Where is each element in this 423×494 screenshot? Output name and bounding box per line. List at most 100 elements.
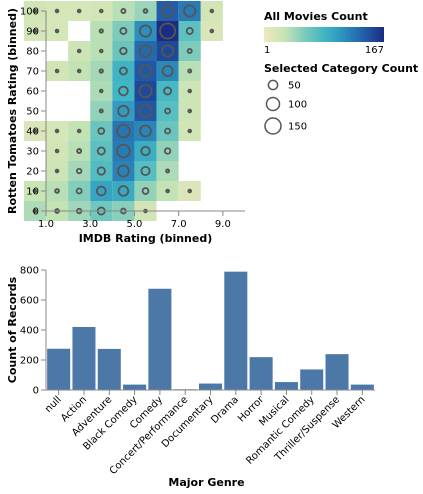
bar [250,357,273,390]
size-legend-circle [266,97,279,110]
heatmap-cell [46,61,68,81]
color-legend-title: All Movies Count [264,10,368,23]
bar [148,289,171,390]
heatmap-cell [179,41,201,61]
heatmap-y-tick-label: 80 [26,47,39,58]
heatmap-y-axis-title: Rotten Tomatoes Rating (binned) [6,8,19,214]
heatmap-cell [179,181,201,201]
heatmap-y-tick-label: 50 [26,107,39,118]
heatmap-cell [157,1,179,21]
heatmap-cell [179,1,201,21]
heatmap-cell [68,181,90,201]
heatmap-cell [134,61,156,81]
heatmap-cell [134,1,156,21]
heatmap-cell [68,121,90,141]
size-legend-label: 50 [288,81,301,92]
heatmap-cell [157,101,179,121]
heatmap-cell [90,181,112,201]
size-legend-circle [265,118,281,134]
heatmap-cell [112,21,134,41]
heatmap-y-tick-label: 30 [26,147,39,158]
heatmap-y-tick-label: 0 [33,207,39,218]
heatmap-cell [157,181,179,201]
bar-chart-y-tick-label: 600 [20,296,39,307]
size-legend-label: 100 [288,100,307,111]
heatmap-cell [90,61,112,81]
heatmap-cell [46,121,68,141]
heatmap-cell [179,101,201,121]
heatmap-cell [134,21,156,41]
heatmap-cell [46,141,68,161]
bar [224,272,247,390]
heatmap-cell [157,161,179,181]
heatmap-x-tick-label: 3.0 [82,219,98,230]
heatmap-cell [46,161,68,181]
heatmap-chart: 0 10 20 30 40 50 60 70 80 90 100 1.0 3.0 5.0 7.0 9.0 IM… [6,1,245,245]
heatmap-y-tick-label: 100 [20,7,39,18]
heatmap-y-tick-label: 10 [26,187,39,198]
heatmap-cell [46,21,68,41]
heatmap-x-tick-label: 9.0 [215,219,231,230]
heatmap-cell [134,121,156,141]
bar-chart-y-tick-label: 200 [20,356,39,367]
size-legend-circle [268,80,277,89]
heatmap-x-tick-label: 1.0 [38,219,54,230]
bar-chart-y-tick-label: 400 [20,326,39,337]
heatmap-cell [46,1,68,21]
heatmap-x-tick-label: 7.0 [171,219,187,230]
legends: All Movies Count 1 167 Selected Category… [264,10,418,134]
bar-chart-x-axis-title: Major Genre [168,476,244,489]
heatmap-cell [90,81,112,101]
heatmap-y-tick-label: 90 [26,27,39,38]
heatmap-cell [134,141,156,161]
heatmap-cell [157,141,179,161]
heatmap-y-tick-label: 70 [26,67,39,78]
heatmap-cell [157,121,179,141]
heatmap-cell [112,61,134,81]
bar-chart-x-tick-label: Drama [209,394,241,426]
heatmap-cell [112,81,134,101]
heatmap-cell [90,41,112,61]
bar [351,385,374,390]
bar [300,369,323,390]
heatmap-cell [90,121,112,141]
heatmap-cell [68,161,90,181]
heatmap-cell [90,141,112,161]
heatmap-cell [46,181,68,201]
heatmap-cell [201,21,223,41]
bar [72,327,95,390]
heatmap-y-tick-label: 40 [26,127,39,138]
heatmap-cell [112,181,134,201]
heatmap-cell [201,1,223,21]
heatmap-cell [112,161,134,181]
bar [199,384,222,390]
heatmap-cell [134,161,156,181]
heatmap-cell [90,161,112,181]
color-legend-gradient [264,27,384,42]
heatmap-y-tick-label: 20 [26,167,39,178]
bar [123,385,146,390]
bar-chart-bars [47,272,374,390]
heatmap-cell [90,101,112,121]
color-legend-min-label: 1 [264,45,270,56]
heatmap-y-tick-label: 60 [26,87,39,98]
heatmap-cell [68,141,90,161]
heatmap-cell [179,61,201,81]
bar [275,382,298,390]
heatmap-cell [112,101,134,121]
heatmap-cell [179,21,201,41]
heatmap-cell [68,61,90,81]
size-legend-label: 150 [288,122,307,133]
heatmap-cell [157,61,179,81]
bar [326,354,349,390]
color-legend-max-label: 167 [365,45,384,56]
heatmap-cell [179,81,201,101]
size-legend-items: 50 100 150 [265,80,307,134]
heatmap-cell [134,41,156,61]
bar-chart-y-tick-label: 800 [20,266,39,277]
heatmap-cell [179,121,201,141]
size-legend-title: Selected Category Count [264,62,418,75]
